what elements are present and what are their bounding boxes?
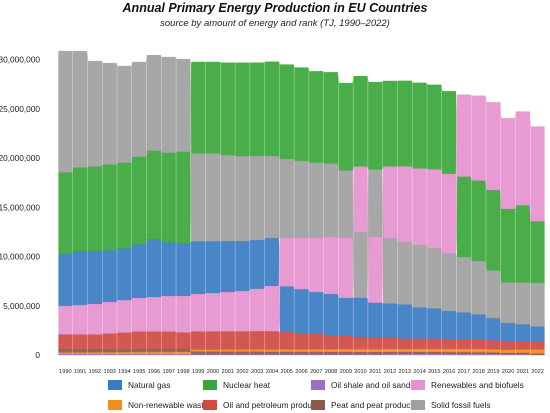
x-tick-label: 2007 [310,369,322,375]
legend-item-non-renewable-waste: Non-renewable waste [108,399,208,411]
x-tick-label: 2009 [340,369,352,375]
x-tick-label: 1995 [133,369,145,375]
legend-label: Natural gas [128,380,171,390]
legend-item-solid-fossil: Solid fossil fuels [411,399,491,411]
legend-swatch [311,380,325,390]
x-tick-label: 2018 [472,369,484,375]
legend-swatch [203,380,217,390]
y-axis: 0 5,000,000 10,000,000 15,000,000 20,000,000… [0,55,40,360]
chart-subtitle: source by amount of energy and rank (TJ,… [160,18,390,29]
series-area-oil-products [58,331,545,350]
x-tick-label: 2010 [354,369,366,375]
legend-swatch [203,400,217,410]
x-tick-label: 2021 [517,369,529,375]
x-tick-label: 2008 [325,369,337,375]
x-tick-label: 2001 [221,369,233,375]
x-tick-label: 1991 [74,369,86,375]
x-tick-label: 2012 [384,369,396,375]
legend-item-nuclear-heat: Nuclear heat [203,379,270,391]
x-tick-label: 2011 [369,369,381,375]
x-tick-label: 1994 [118,369,130,375]
legend-label: Peat and peat products [331,400,417,410]
y-tick-label: 20,000,000 [0,153,40,163]
x-tick-label: 1999 [192,369,204,375]
x-tick-label: 1996 [148,369,160,375]
x-tick-label: 1997 [162,369,174,375]
legend-label: Non-renewable waste [128,400,209,410]
chart-title: Annual Primary Energy Production in EU C… [122,1,428,15]
y-tick-label: 0 [35,350,40,360]
legend-swatch [108,380,122,390]
legend-label: Solid fossil fuels [431,400,491,410]
x-tick-label: 1998 [177,369,189,375]
x-tick-label: 2019 [487,369,499,375]
legend-item-renewables: Renewables and biofuels [411,379,524,391]
legend-label: Renewables and biofuels [431,380,524,390]
legend-item-natural-gas: Natural gas [108,379,170,391]
x-tick-label: 2000 [207,369,219,375]
x-tick-label: 2003 [251,369,263,375]
x-tick-label: 2013 [399,369,411,375]
x-tick-label: 2022 [531,369,543,375]
x-tick-label: 1993 [103,369,115,375]
series-area-solid-fossil [58,50,545,327]
legend-item-oil-products: Oil and petroleum products [203,399,323,411]
x-tick-label: 2006 [295,369,307,375]
series-area-peat [58,349,545,356]
y-tick-label: 25,000,000 [0,104,40,114]
x-tick-label: 1990 [59,369,71,375]
legend-item-peat: Peat and peat products [311,399,417,411]
legend: Natural gas Nuclear heat Oil shale and o… [0,377,550,413]
legend-swatch [311,400,325,410]
x-tick-label: 2020 [502,369,514,375]
legend-swatch [411,400,425,410]
x-tick-label: 2016 [443,369,455,375]
x-tick-label: 2015 [428,369,440,375]
legend-item-oil-shale: Oil shale and oil sands [311,379,414,391]
y-tick-label: 10,000,000 [0,252,40,262]
legend-swatch [411,380,425,390]
x-tick-label: 2005 [280,369,292,375]
legend-label: Oil shale and oil sands [331,380,415,390]
x-tick-label: 2004 [266,369,278,375]
area-layer [58,40,545,356]
x-tick-label: 2017 [458,369,470,375]
x-tick-label: 1992 [89,369,101,375]
y-tick-label: 15,000,000 [0,202,40,212]
legend-label: Oil and petroleum products [223,400,323,410]
y-tick-label: 5,000,000 [3,301,40,311]
y-tick-label: 30,000,000 [0,55,40,65]
x-axis: 1990 1991 1992 1993 1994 1995 1996 1997 1998 1999… [59,369,544,375]
x-tick-label: 2014 [413,369,425,375]
x-tick-label: 2002 [236,369,248,375]
legend-label: Nuclear heat [223,380,271,390]
legend-swatch [108,400,122,410]
